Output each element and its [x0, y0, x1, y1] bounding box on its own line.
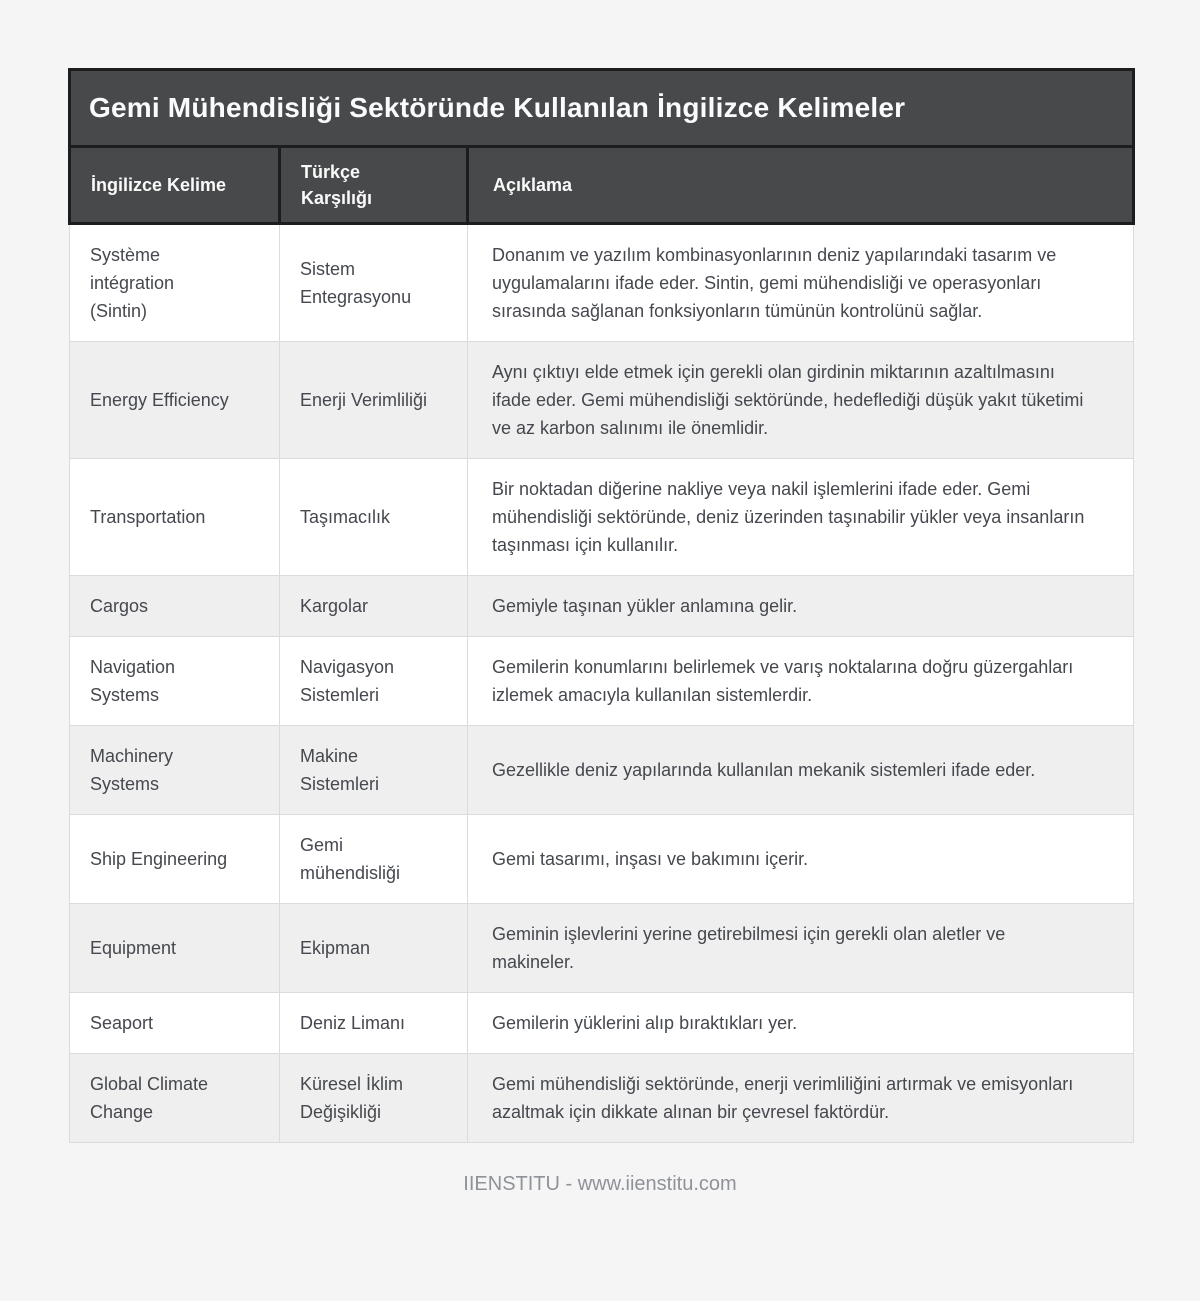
english-word-cell: Navigation Systems	[69, 636, 280, 726]
table-row: Système intégration (Sintin) Sistem Ente…	[69, 223, 1134, 342]
english-word-cell: Seaport	[69, 992, 280, 1054]
description-cell: Donanım ve yazılım kombinasyonlarının de…	[467, 223, 1134, 342]
turkish-translation-cell: Deniz Limanı	[279, 992, 468, 1054]
description-cell: Gemiyle taşınan yükler anlamına gelir.	[467, 575, 1134, 637]
content-wrapper: Gemi Mühendisliği Sektöründe Kullanılan …	[68, 68, 1135, 1195]
description-cell: Gemi tasarımı, inşası ve bakımını içerir…	[467, 814, 1134, 904]
description-cell: Geminin işlevlerini yerine getirebilmesi…	[467, 903, 1134, 993]
english-word-cell: Equipment	[69, 903, 280, 993]
description-cell: Gemilerin konumlarını belirlemek ve varı…	[467, 636, 1134, 726]
description-cell: Gezellikle deniz yapılarında kullanılan …	[467, 725, 1134, 815]
description-cell: Aynı çıktıyı elde etmek için gerekli ola…	[467, 341, 1134, 459]
table-body: Système intégration (Sintin) Sistem Ente…	[69, 223, 1134, 1143]
turkish-translation-cell: Kargolar	[279, 575, 468, 637]
table-row: Equipment Ekipman Geminin işlevlerini ye…	[69, 903, 1134, 993]
column-header-english: İngilizce Kelime	[68, 145, 281, 225]
table-row: Transportation Taşımacılık Bir noktadan …	[69, 458, 1134, 576]
english-word-cell: Transportation	[69, 458, 280, 576]
turkish-translation-cell: Navigasyon Sistemleri	[279, 636, 468, 726]
table-row: Global Climate Change Küresel İklim Deği…	[69, 1053, 1134, 1143]
turkish-translation-cell: Sistem Entegrasyonu	[279, 223, 468, 342]
table-row: Machinery Systems Makine Sistemleri Geze…	[69, 725, 1134, 815]
turkish-translation-cell: Makine Sistemleri	[279, 725, 468, 815]
english-word-cell: Ship Engineering	[69, 814, 280, 904]
title-row: Gemi Mühendisliği Sektöründe Kullanılan …	[68, 68, 1135, 148]
table-row: Energy Efficiency Enerji Verimliliği Ayn…	[69, 341, 1134, 459]
table-row: Navigation Systems Navigasyon Sistemleri…	[69, 636, 1134, 726]
footer-attribution: IIENSTITU - www.iienstitu.com	[463, 1173, 737, 1195]
table-row: Ship Engineering Gemi mühendisliği Gemi …	[69, 814, 1134, 904]
description-cell: Gemi mühendisliği sektöründe, enerji ver…	[467, 1053, 1134, 1143]
turkish-translation-cell: Küresel İklim Değişikliği	[279, 1053, 468, 1143]
turkish-translation-cell: Gemi mühendisliği	[279, 814, 468, 904]
english-word-cell: Cargos	[69, 575, 280, 637]
english-word-cell: Global Climate Change	[69, 1053, 280, 1143]
column-header-description: Açıklama	[466, 145, 1135, 225]
turkish-translation-cell: Taşımacılık	[279, 458, 468, 576]
description-cell: Gemilerin yüklerini alıp bıraktıkları ye…	[467, 992, 1134, 1054]
table-row: Seaport Deniz Limanı Gemilerin yüklerini…	[69, 992, 1134, 1054]
column-header-row: İngilizce Kelime Türkçe Karşılığı Açıkla…	[68, 145, 1135, 225]
column-header-turkish: Türkçe Karşılığı	[278, 145, 469, 225]
turkish-translation-cell: Ekipman	[279, 903, 468, 993]
description-cell: Bir noktadan diğerine nakliye veya nakil…	[467, 458, 1134, 576]
page-title: Gemi Mühendisliği Sektöründe Kullanılan …	[68, 68, 1135, 148]
english-word-cell: Machinery Systems	[69, 725, 280, 815]
vocabulary-table: Gemi Mühendisliği Sektöründe Kullanılan …	[68, 68, 1135, 1143]
turkish-translation-cell: Enerji Verimliliği	[279, 341, 468, 459]
english-word-cell: Energy Efficiency	[69, 341, 280, 459]
english-word-cell: Système intégration (Sintin)	[69, 223, 280, 342]
table-row: Cargos Kargolar Gemiyle taşınan yükler a…	[69, 575, 1134, 637]
